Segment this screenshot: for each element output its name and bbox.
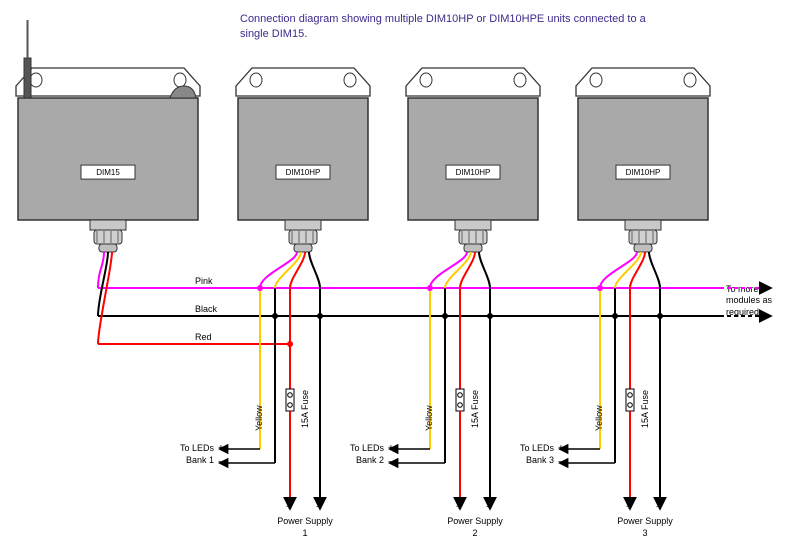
led-plus-1: + (218, 443, 258, 454)
yellow-label-2: Yellow (424, 405, 434, 431)
led-minus-1: − (218, 457, 258, 468)
led-minus-2: − (388, 457, 428, 468)
ps-label-2: Power Supply 2 (445, 516, 505, 539)
ps-minus-1: − (316, 502, 356, 513)
unit-dim10hp: DIM10HP (576, 68, 710, 252)
svg-text:DIM10HP: DIM10HP (286, 168, 321, 177)
unit-dim10hp: DIM10HP (236, 68, 370, 252)
led-out-1: To LEDs Bank 1 (162, 443, 214, 466)
svg-text:DIM10HP: DIM10HP (626, 168, 661, 177)
svg-text:DIM15: DIM15 (96, 168, 120, 177)
yellow-label-3: Yellow (594, 405, 604, 431)
unit-dim10hp: DIM10HP (406, 68, 540, 252)
led-out-2: To LEDs Bank 2 (332, 443, 384, 466)
led-out-3: To LEDs Bank 3 (502, 443, 554, 466)
fuse-label-3: 15A Fuse (640, 390, 650, 428)
led-plus-3: + (558, 443, 598, 454)
yellow-label-1: Yellow (254, 405, 264, 431)
ps-label-1: Power Supply 1 (275, 516, 335, 539)
fuse-label-1: 15A Fuse (300, 390, 310, 428)
fuse-label-2: 15A Fuse (470, 390, 480, 428)
svg-text:DIM10HP: DIM10HP (456, 168, 491, 177)
ps-minus-2: − (486, 502, 526, 513)
ps-label-3: Power Supply 3 (615, 516, 675, 539)
led-minus-3: − (558, 457, 598, 468)
ps-minus-3: − (656, 502, 696, 513)
led-plus-2: + (388, 443, 428, 454)
unit-dim15: DIM15 (16, 20, 200, 252)
